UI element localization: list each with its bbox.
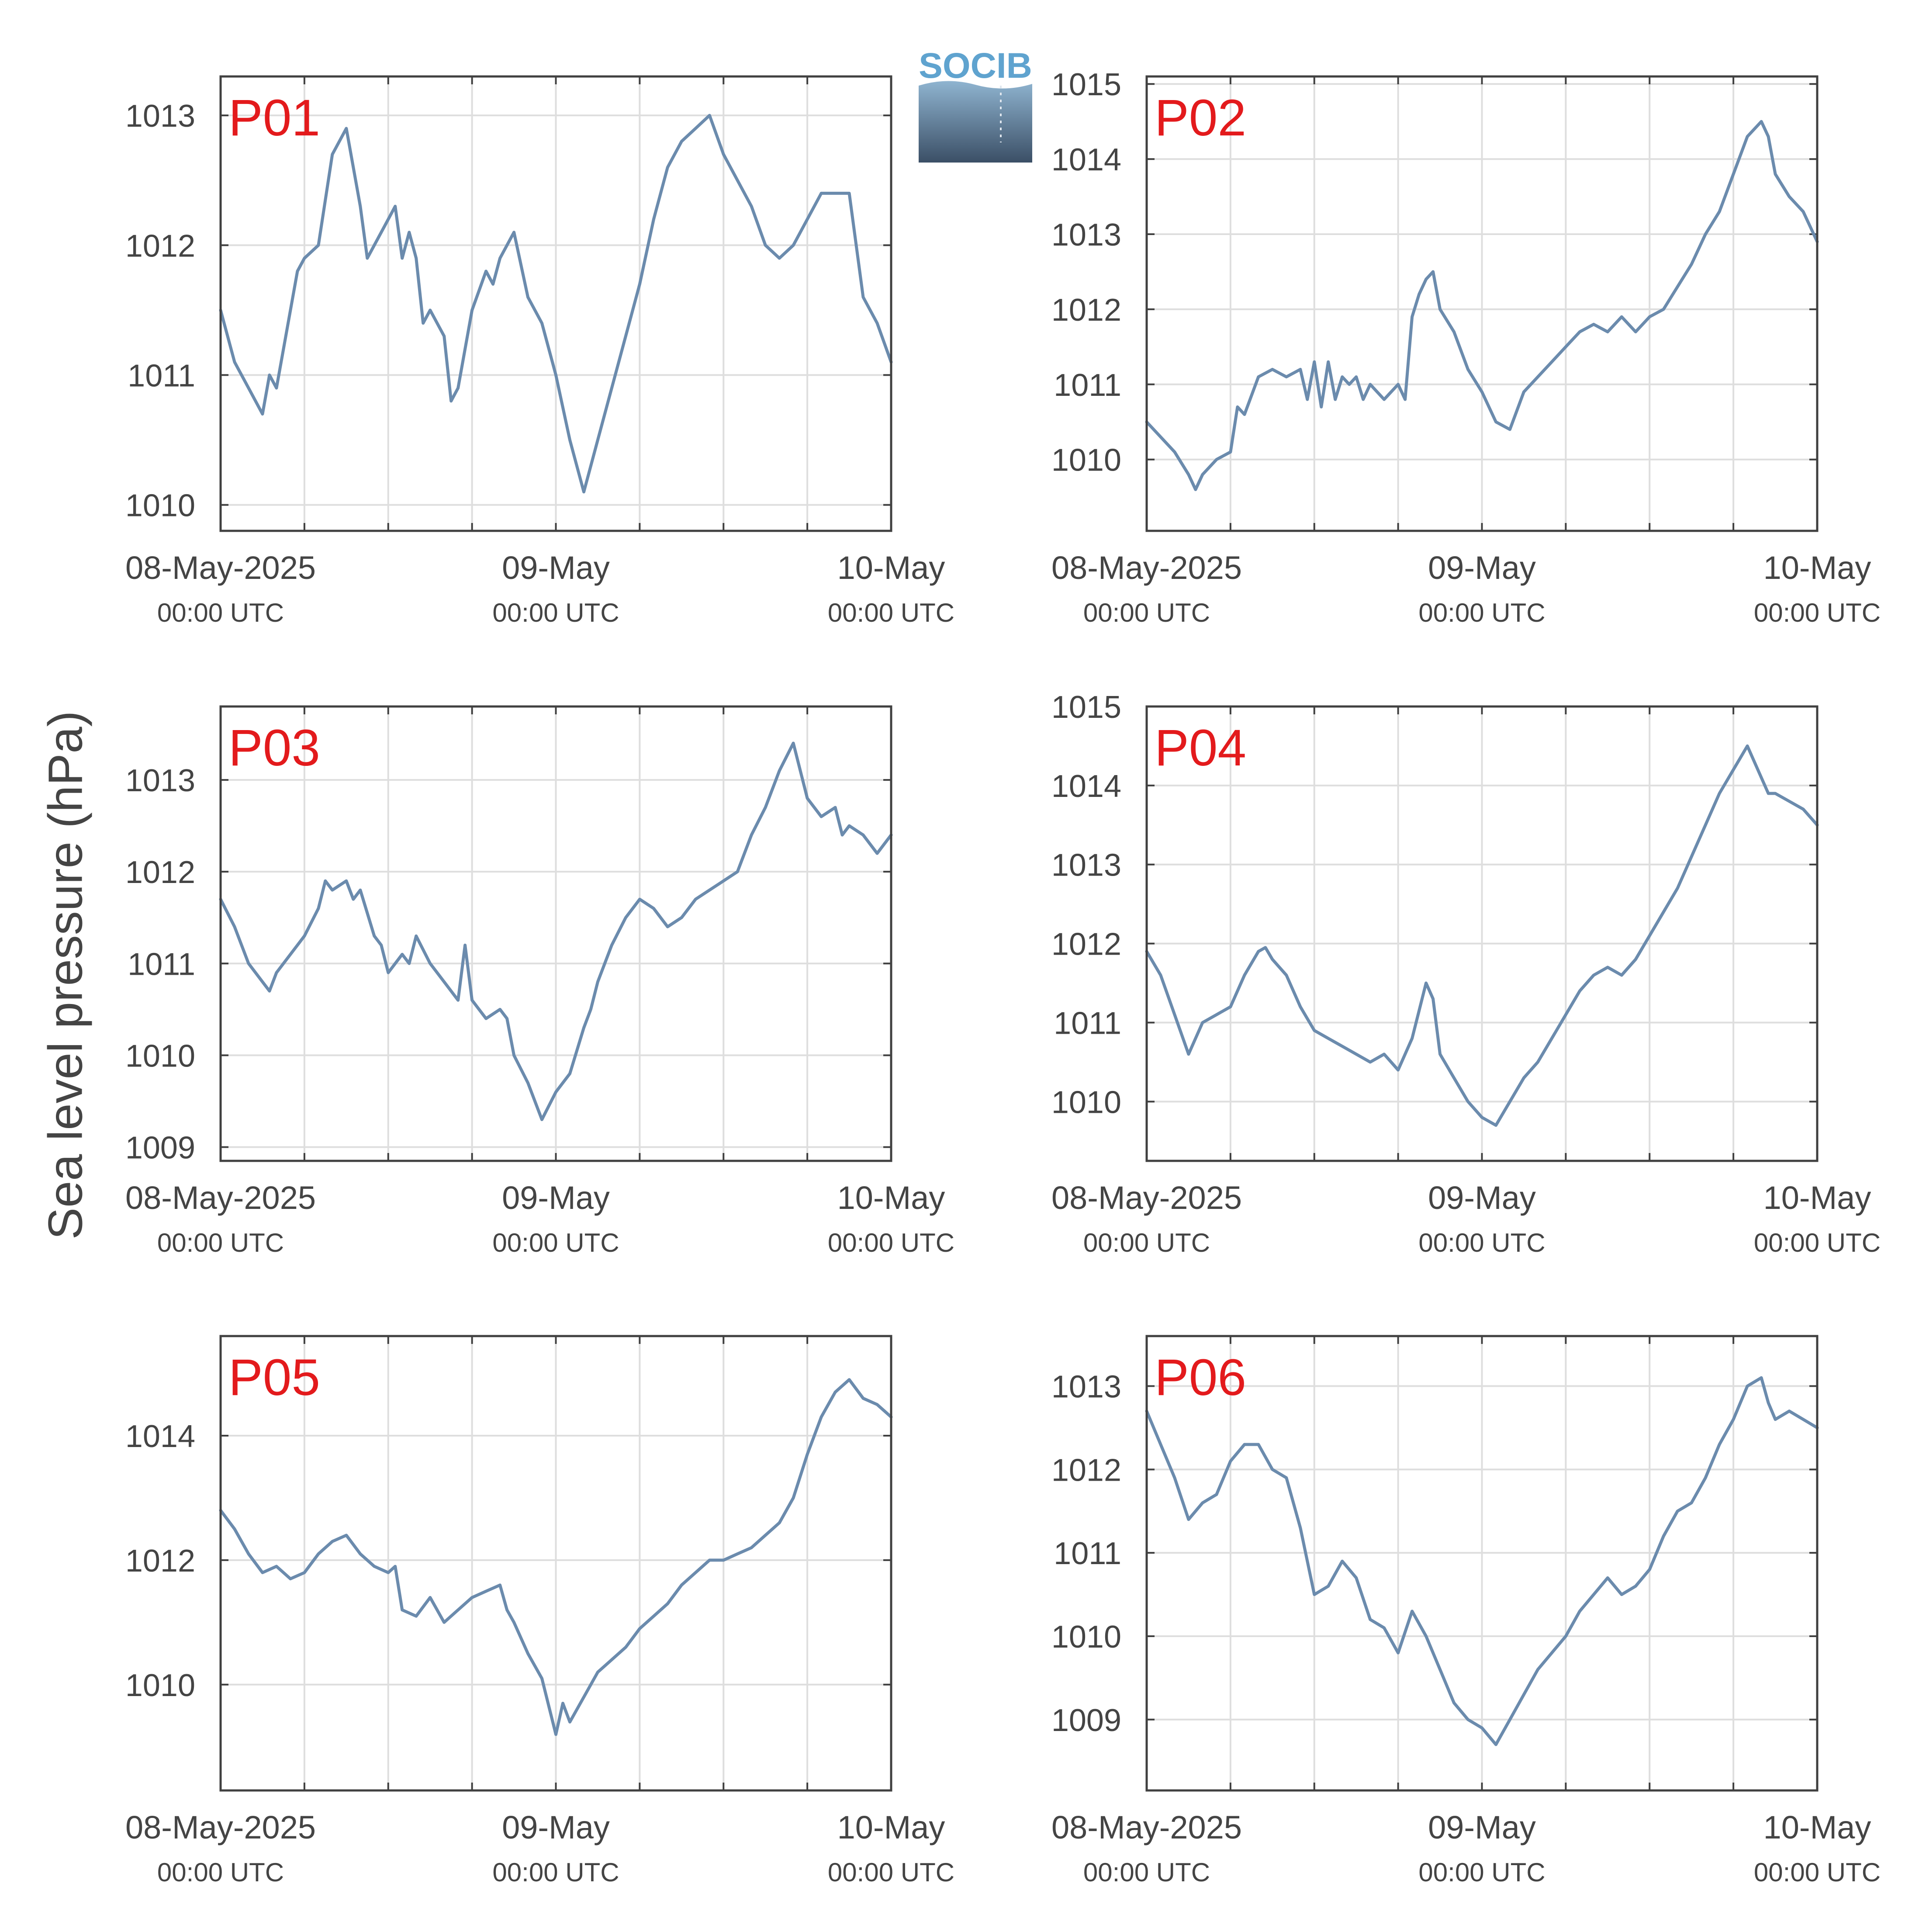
y-tick-label: 1010 <box>125 1039 195 1073</box>
y-tick-label: 1015 <box>1051 690 1121 725</box>
x-tick-label: 09-May <box>502 550 610 586</box>
x-tick-time-label: 00:00 UTC <box>492 1858 619 1887</box>
x-tick-label: 10-May <box>837 1809 945 1845</box>
y-tick-label: 1012 <box>1051 1453 1121 1488</box>
axes-box <box>219 1335 892 1792</box>
y-tick-label: 1014 <box>125 1419 195 1454</box>
x-tick-time-label: 00:00 UTC <box>1083 1228 1210 1257</box>
y-tick-label: 1011 <box>1054 1536 1121 1571</box>
y-tick-label: 1011 <box>128 947 195 982</box>
x-tick-label: 08-May-2025 <box>1051 1809 1242 1845</box>
y-tick-label: 1015 <box>1051 67 1121 102</box>
panel-p01: 1010 1011 1012 1013 08-May-2025 00:00 UTC 09-M… <box>125 75 954 627</box>
y-tick-label: 1013 <box>1051 1369 1121 1404</box>
axes-box <box>1145 705 1819 1162</box>
x-tick-label: 09-May <box>502 1809 610 1845</box>
x-tick-label: 09-May <box>502 1180 610 1216</box>
station-label: P01 <box>228 89 320 147</box>
x-tick-time-label: 00:00 UTC <box>828 1228 954 1257</box>
x-tick-time-label: 00:00 UTC <box>1418 598 1545 627</box>
panel-p06: 1009 1010 1011 1012 1013 08-May-2025 00:00 UTC… <box>1051 1335 1881 1887</box>
x-tick-time-label: 00:00 UTC <box>492 1228 619 1257</box>
x-tick-label: 10-May <box>1763 1180 1871 1216</box>
x-tick-label: 09-May <box>1428 1180 1536 1216</box>
x-tick-label: 10-May <box>1763 550 1871 586</box>
axes-box <box>219 75 892 532</box>
x-tick-time-label: 00:00 UTC <box>1083 598 1210 627</box>
x-tick-label: 10-May <box>1763 1809 1871 1845</box>
y-tick-label: 1012 <box>1051 293 1121 328</box>
x-tick-time-label: 00:00 UTC <box>1418 1228 1545 1257</box>
panel-p04: 1010 1011 1012 1013 1014 1015 08-May-2025 00:00… <box>1051 690 1881 1257</box>
station-label: P04 <box>1155 719 1246 777</box>
panel-p02: 1010 1011 1012 1013 1014 1015 08-May-2025 00:00… <box>1051 67 1881 627</box>
x-tick-label: 09-May <box>1428 550 1536 586</box>
y-tick-label: 1014 <box>1051 142 1121 177</box>
x-tick-time-label: 00:00 UTC <box>1083 1858 1210 1887</box>
x-tick-label: 08-May-2025 <box>1051 1180 1242 1216</box>
x-tick-label: 08-May-2025 <box>125 550 316 586</box>
station-label: P02 <box>1155 89 1246 147</box>
x-tick-label: 10-May <box>837 550 945 586</box>
y-tick-label: 1010 <box>125 488 195 523</box>
y-tick-label: 1013 <box>1051 218 1121 253</box>
y-tick-label: 1012 <box>125 1544 195 1579</box>
x-tick-label: 08-May-2025 <box>1051 550 1242 586</box>
panel-p03: 1009 1010 1011 1012 1013 08-May-2025 00:00 UTC… <box>125 705 954 1257</box>
x-tick-time-label: 00:00 UTC <box>1754 1858 1881 1887</box>
x-tick-time-label: 00:00 UTC <box>828 598 954 627</box>
y-tick-label: 1012 <box>125 855 195 890</box>
axes-box <box>219 705 892 1162</box>
y-tick-label: 1013 <box>125 763 195 798</box>
y-tick-label: 1014 <box>1051 769 1121 804</box>
x-tick-time-label: 00:00 UTC <box>157 1858 284 1887</box>
station-label: P06 <box>1155 1349 1246 1406</box>
y-tick-label: 1010 <box>1051 1085 1121 1120</box>
series-line <box>1145 744 1819 1127</box>
panel-p05: 1010 1012 1014 08-May-2025 00:00 UTC 09-May 00… <box>125 1335 954 1887</box>
axes-box <box>1145 75 1819 532</box>
x-tick-label: 08-May-2025 <box>125 1809 316 1845</box>
y-tick-label: 1010 <box>1051 443 1121 478</box>
logo-wave-icon <box>919 81 1032 163</box>
station-label: P03 <box>228 719 320 777</box>
x-tick-time-label: 00:00 UTC <box>157 598 284 627</box>
series-line <box>219 741 893 1121</box>
series-line <box>219 114 893 494</box>
socib-logo: SOCIB <box>919 46 1032 163</box>
y-tick-label: 1013 <box>1051 848 1121 883</box>
x-tick-label: 10-May <box>837 1180 945 1216</box>
y-tick-label: 1012 <box>1051 927 1121 962</box>
y-tick-label: 1013 <box>125 99 195 134</box>
y-tick-label: 1009 <box>125 1130 195 1165</box>
y-tick-label: 1010 <box>1051 1620 1121 1655</box>
x-tick-time-label: 00:00 UTC <box>1754 1228 1881 1257</box>
x-tick-time-label: 00:00 UTC <box>1418 1858 1545 1887</box>
x-tick-time-label: 00:00 UTC <box>828 1858 954 1887</box>
socib-logo-text: SOCIB <box>919 46 1032 86</box>
x-tick-time-label: 00:00 UTC <box>492 598 619 627</box>
series-line <box>1145 120 1819 491</box>
y-tick-label: 1011 <box>128 358 195 393</box>
y-tick-label: 1011 <box>1054 1006 1121 1041</box>
station-label: P05 <box>228 1349 320 1406</box>
x-tick-time-label: 00:00 UTC <box>1754 598 1881 627</box>
series-line <box>219 1378 893 1736</box>
y-tick-label: 1012 <box>125 229 195 263</box>
y-tick-label: 1009 <box>1051 1703 1121 1738</box>
x-tick-label: 08-May-2025 <box>125 1180 316 1216</box>
x-tick-time-label: 00:00 UTC <box>157 1228 284 1257</box>
x-tick-label: 09-May <box>1428 1809 1536 1845</box>
series-line <box>1145 1376 1819 1746</box>
y-tick-label: 1010 <box>125 1668 195 1703</box>
axes-box <box>1145 1335 1819 1792</box>
y-tick-label: 1011 <box>1054 368 1121 403</box>
